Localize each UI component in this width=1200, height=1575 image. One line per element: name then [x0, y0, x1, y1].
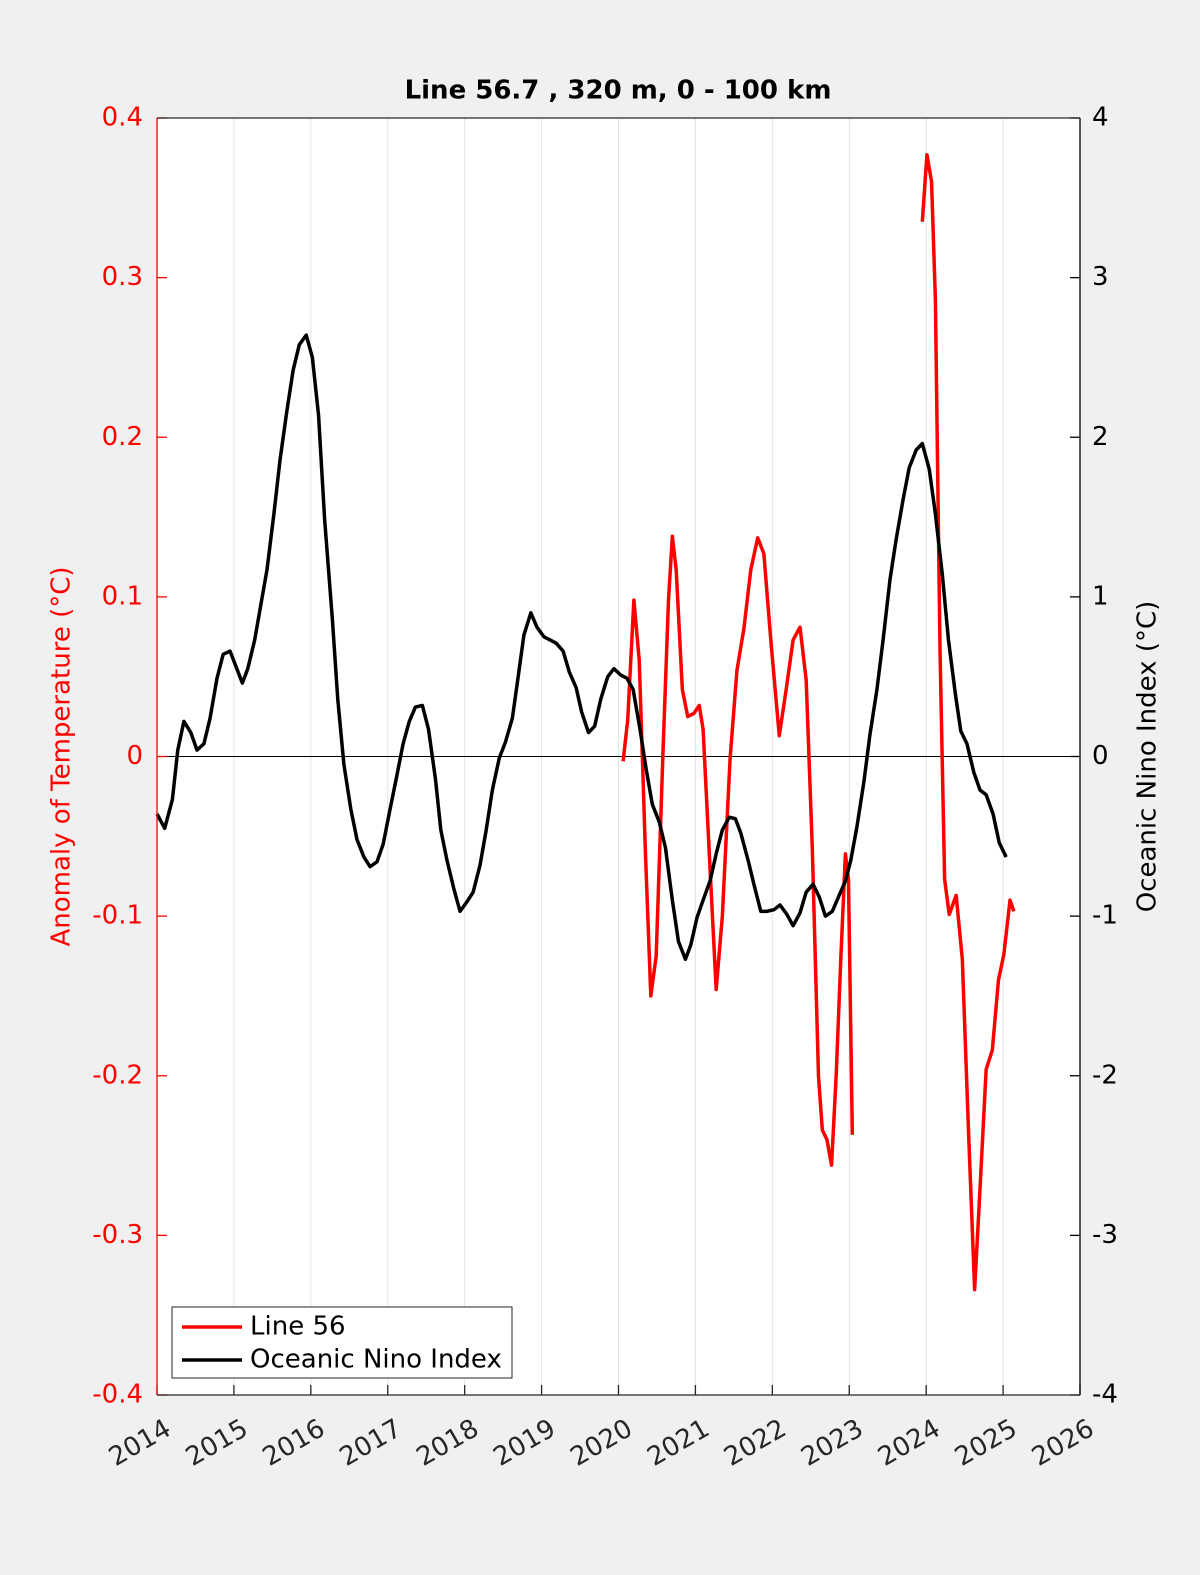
y2-tick-label: 3	[1092, 262, 1109, 292]
y-tick-label: 0.4	[102, 103, 143, 133]
legend-label: Oceanic Nino Index	[250, 1345, 502, 1375]
x-tick-label: 2017	[335, 1414, 407, 1473]
x-tick-label: 2026	[1027, 1414, 1099, 1473]
y-tick-label: 0	[126, 741, 143, 771]
y2-tick-label: -3	[1092, 1220, 1118, 1250]
x-tick-label: 2016	[258, 1414, 330, 1473]
y2-tick-label: 1	[1092, 581, 1109, 611]
y-tick-label: 0.1	[102, 581, 143, 611]
y2-tick-label: -1	[1092, 901, 1118, 931]
y-tick-label: -0.1	[92, 901, 143, 931]
y2-tick-label: -4	[1092, 1380, 1118, 1410]
series-line	[155, 333, 1008, 961]
y-tick-label: -0.3	[92, 1220, 143, 1250]
y2-tick-label: 0	[1092, 741, 1109, 771]
x-tick-label: 2020	[565, 1414, 637, 1473]
x-tick-label: 2023	[796, 1414, 868, 1473]
lines	[155, 152, 1016, 1292]
x-tick-label: 2015	[181, 1414, 253, 1473]
y-tick-label: 0.2	[102, 422, 143, 452]
x-tick-label: 2014	[104, 1414, 176, 1473]
x-tick-label: 2022	[719, 1414, 791, 1473]
y2-tick-label: 2	[1092, 422, 1109, 452]
legend-label: Line 56	[250, 1312, 346, 1342]
grid	[156, 118, 1081, 1395]
x-tick-label: 2025	[950, 1414, 1022, 1473]
y-axis-label: Anomaly of Temperature (°C)	[47, 566, 77, 946]
legend-box	[171, 1306, 513, 1379]
chart-title: Line 56.7 , 320 m, 0 - 100 km	[405, 76, 832, 106]
y-tick-label: -0.2	[92, 1060, 143, 1090]
y2-tick-label: -2	[1092, 1060, 1118, 1090]
x-tick-label: 2021	[642, 1414, 714, 1473]
x-tick-label: 2018	[412, 1414, 484, 1473]
y2-tick-label: 4	[1092, 103, 1109, 133]
y-tick-label: 0.3	[102, 262, 143, 292]
x-tick-label: 2019	[489, 1414, 561, 1473]
series-line	[621, 152, 1016, 1292]
y2-axis-label: Oceanic Nino Index (°C)	[1133, 601, 1163, 913]
y-tick-label: -0.4	[92, 1380, 143, 1410]
x-tick-label: 2024	[873, 1414, 945, 1473]
